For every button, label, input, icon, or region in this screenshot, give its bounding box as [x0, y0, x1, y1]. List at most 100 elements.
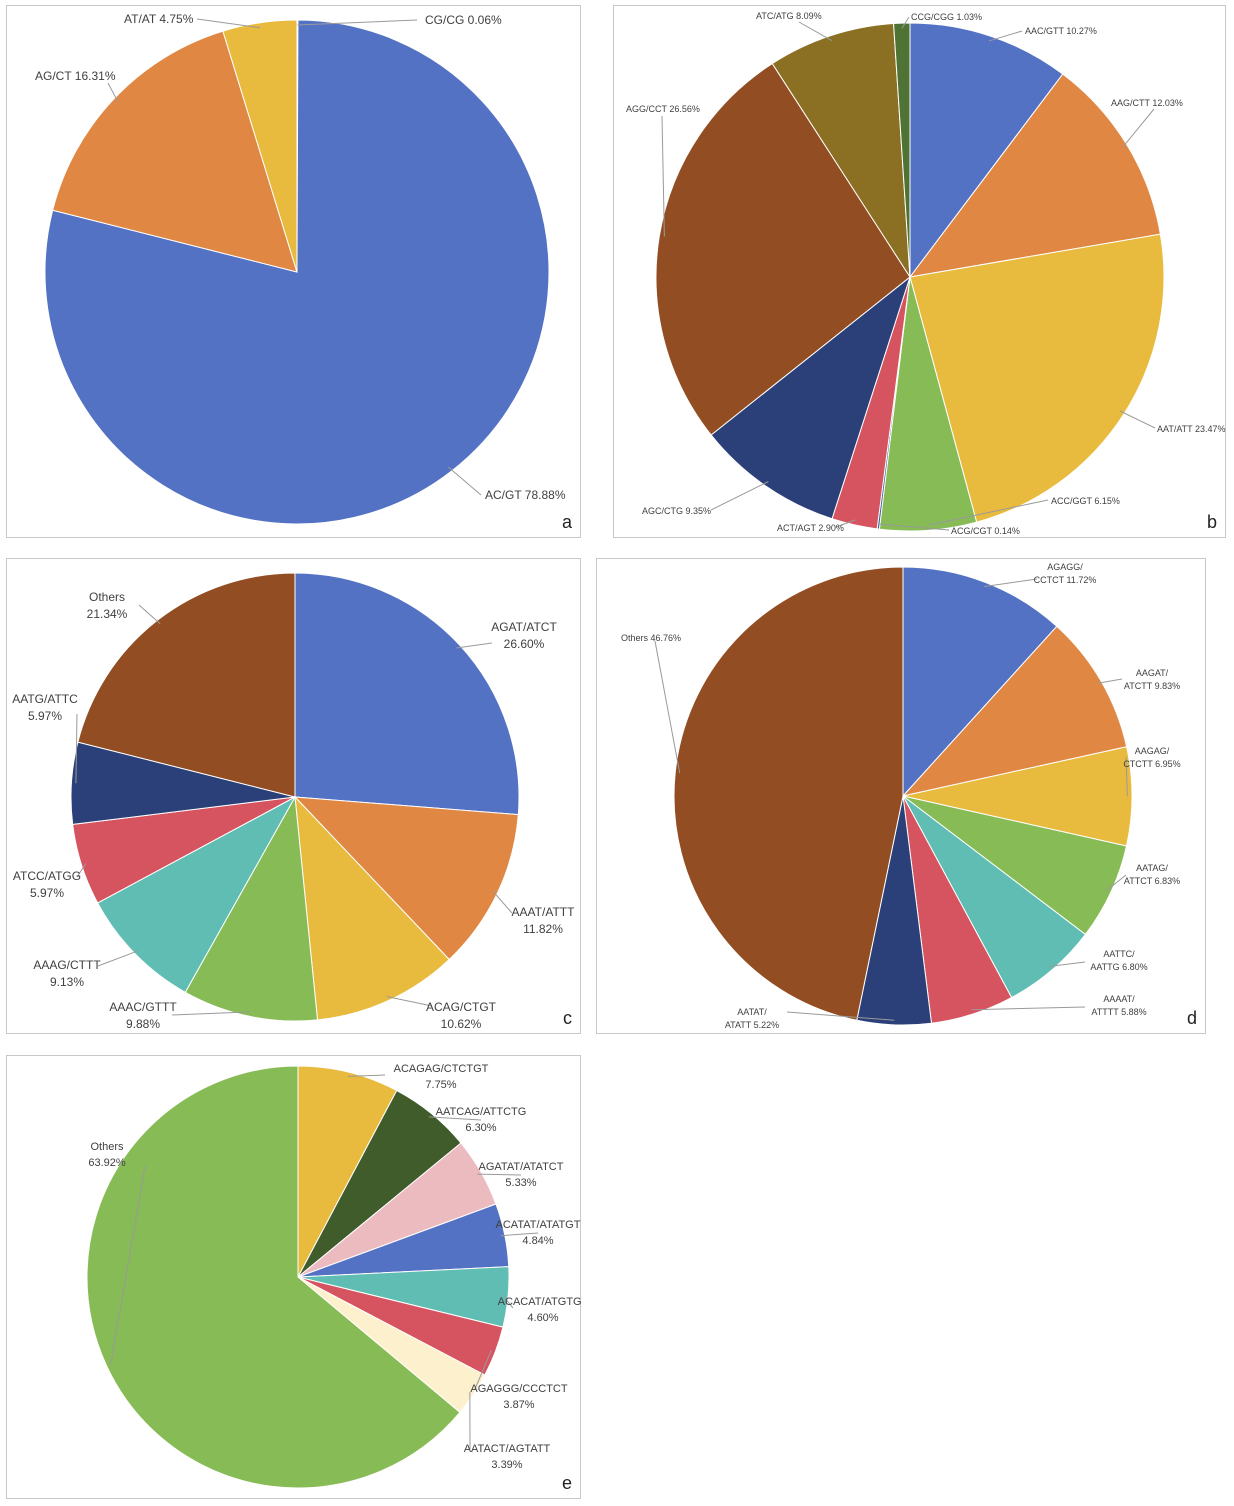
panel-label-e: e [561, 1473, 572, 1493]
leader-line-b-acc-ggt [927, 499, 1049, 526]
slice-label-d-aaaat-atttt: AAAAT/ATTTT 5.88% [1091, 994, 1146, 1017]
leader-line-e-acacat-atgtgt [503, 1296, 514, 1309]
slice-label-a-at-at: AT/AT 4.75% [124, 12, 194, 26]
leader-line-c-aaag-cttt [97, 950, 139, 967]
pie-slice-e-others [86, 1065, 461, 1489]
pie-slice-a-at-at [222, 19, 298, 273]
pie-slice-c-others [77, 572, 296, 798]
leader-line-a-ac-gt [448, 466, 482, 496]
leader-line-d-agagg-cctct [983, 578, 1038, 588]
slice-label-c-agat-atct: AGAT/ATCT 26.60% [491, 620, 557, 651]
leader-line-e-aatcag-attctg [428, 1116, 482, 1121]
leader-line-b-aag-ctt [1122, 108, 1155, 148]
pie-slice-a-ag-ct [52, 30, 298, 273]
pie-chart-c: AGAT/ATCT 26.60% AAAT/ATTT 11.82% ACAG/CTGT 1… [6, 558, 581, 1034]
pie-chart-a: CG/CG 0.06% AC/GT 78.88% AG/CT 16.31% AT/AT… [6, 5, 581, 538]
slice-label-e-acacat-atgtgt: ACACAT/ATGTGT 4.60% [498, 1296, 582, 1324]
pie-chart-e-svg: ACAGAG/CTCTGT 7.75% AATCAG/ATTCTG 6.30% AGAT… [86, 1063, 582, 1489]
slice-label-b-act-agt: ACT/AGT 2.90% [777, 523, 844, 533]
pie-slice-e-acagag-ctctgt [297, 1065, 398, 1278]
pie-slice-b-agg-cct [655, 62, 911, 436]
pie-chart-d: AGAGG/CCTCT 11.72% AAGAT/ATCTT 9.83% AAGAG… [596, 558, 1206, 1034]
slice-label-e-acagag-ctctgt: ACAGAG/CTCTGT 7.75% [394, 1063, 489, 1091]
pie-slice-b-aag-ctt [908, 73, 1161, 278]
slice-label-c-aaat-attt: AAAT/ATTT 11.82% [512, 905, 576, 936]
pie-slice-b-atc-atg [771, 23, 911, 279]
leader-line-d-aagag-ctctt [1125, 756, 1128, 797]
panel-label-d: d [1186, 1008, 1197, 1028]
leader-line-d-aatat-atatt [786, 1011, 895, 1021]
slice-label-d-agagg-cctct: AGAGG/CCTCT 11.72% [1034, 562, 1097, 585]
slice-label-e-agatat-atatct: AGATAT/ATATCT 5.33% [479, 1161, 564, 1189]
leader-line-b-aat-att [1119, 410, 1156, 429]
leader-line-b-agc-ctg [710, 481, 769, 511]
panel-label-a: a [561, 512, 572, 532]
pie-slice-b-aac-gtt [909, 22, 1064, 279]
slice-label-c-aatg-attc: AATG/ATTC 5.97% [12, 692, 78, 723]
leader-line-e-acatat-atatgt [500, 1232, 539, 1237]
pie-chart-a-svg: CG/CG 0.06% AC/GT 78.88% AG/CT 16.31% AT/AT… [35, 12, 566, 525]
slice-label-b-ccg-cgg: CCG/CGG 1.03% [911, 12, 982, 22]
slice-label-b-aac-gtt: AAC/GTT 10.27% [1025, 26, 1097, 36]
slice-label-e-aatact-agtatt: AATACT/AGTATT 3.39% [464, 1443, 551, 1471]
pie-slice-d-agagg-cctct [902, 566, 1058, 798]
pie-slice-d-aagat-atctt [901, 625, 1128, 797]
slice-label-d-aattc-aattg: AATTC/AATTG 6.80% [1090, 949, 1147, 972]
leader-line-d-aaaat-atttt [971, 1006, 1086, 1011]
slice-label-a-ac-gt: AC/GT 78.88% [485, 488, 566, 502]
slice-label-b-agg-cct: AGG/CCT 26.56% [626, 104, 700, 114]
pie-slice-c-aaat-attt [293, 796, 519, 961]
slice-label-b-acg-cgt: ACG/CGT 0.14% [951, 526, 1020, 536]
slice-label-d-aatat-atatt: AATAT/ATATT 5.22% [725, 1007, 779, 1030]
pie-slice-b-ccg-cgg [893, 22, 911, 278]
leader-line-d-aagat-atctt [1097, 678, 1123, 684]
slice-label-d-others: Others 46.76% [621, 633, 681, 643]
leader-line-b-agg-cct [661, 115, 665, 237]
leader-line-e-others [110, 1165, 146, 1365]
pie-chart-c-svg: AGAT/ATCT 26.60% AAAT/ATTT 11.82% ACAG/CTGT 1… [12, 572, 576, 1031]
leader-line-a-ag-ct [107, 82, 119, 103]
leader-line-b-ccg-cgg [901, 16, 910, 29]
panel-label-b: b [1206, 512, 1217, 532]
pie-slice-c-aaac-gttt [184, 795, 319, 1022]
leader-line-b-aac-gtt [988, 30, 1023, 42]
leader-line-c-acag-ctgt [386, 996, 433, 1007]
leader-line-a-at-at [196, 18, 261, 29]
slice-label-c-aaag-cttt: AAAG/CTTT 9.13% [33, 958, 101, 989]
panel-label-c: c [563, 1008, 572, 1028]
slice-label-c-atcc-atgg: ATCC/ATGG 5.97% [13, 869, 81, 900]
slice-label-e-agaggg-ccctct: AGAGGG/CCCTCT 3.87% [470, 1383, 567, 1411]
slice-label-b-aag-ctt: AAG/CTT 12.03% [1111, 98, 1183, 108]
pie-slice-d-others [673, 566, 904, 1021]
slice-label-e-others: Others 63.92% [88, 1141, 126, 1169]
pie-chart-d-svg: AGAGG/CCTCT 11.72% AAGAT/ATCTT 9.83% AAGAG… [621, 562, 1181, 1030]
slice-label-b-aat-att: AAT/ATT 23.47% [1157, 424, 1226, 434]
leader-line-c-atcc-atgg [76, 863, 87, 878]
slice-label-e-acatat-atatgt: ACATAT/ATATGT 4.84% [496, 1219, 581, 1247]
leader-line-e-acagag-ctctgt [347, 1074, 386, 1077]
leader-line-d-others [654, 640, 681, 774]
leader-line-b-acg-cgt [878, 523, 950, 531]
slice-label-a-cg-cg: CG/CG 0.06% [425, 13, 502, 27]
slice-label-c-acag-ctgt: ACAG/CTGT 10.62% [426, 1000, 497, 1031]
leader-line-b-atc-atg [798, 21, 833, 42]
pie-slice-c-acag-ctgt [294, 795, 450, 1021]
pie-slice-b-agc-ctg [710, 275, 911, 520]
slice-label-d-aagag-ctctt: AAGAG/CTCTT 6.95% [1123, 746, 1180, 769]
leader-line-a-cg-cg [297, 19, 418, 26]
pie-slice-c-aaag-cttt [96, 795, 297, 993]
slice-label-b-atc-atg: ATC/ATG 8.09% [756, 11, 822, 21]
leader-line-c-aaac-gttt [171, 1011, 251, 1016]
leader-line-e-agatat-atatct [477, 1173, 522, 1176]
slice-label-c-others: Others 21.34% [87, 590, 128, 621]
leader-line-d-aatag-attct [1106, 874, 1127, 891]
slice-label-b-agc-ctg: AGC/CTG 9.35% [642, 506, 711, 516]
slice-label-e-aatcag-attctg: AATCAG/ATTCTG 6.30% [436, 1106, 527, 1134]
slice-label-a-ag-ct: AG/CT 16.31% [35, 69, 116, 83]
leader-line-c-aaat-attt [492, 891, 513, 914]
pie-slice-c-agat-atct [294, 572, 520, 816]
leader-line-c-others [138, 604, 161, 625]
pie-chart-e: ACAGAG/CTCTGT 7.75% AATCAG/ATTCTG 6.30% AGAT… [6, 1055, 582, 1499]
slice-label-c-aaac-gttt: AAAC/GTTT 9.88% [109, 1000, 177, 1031]
leader-line-d-aattc-aattg [1048, 961, 1086, 967]
